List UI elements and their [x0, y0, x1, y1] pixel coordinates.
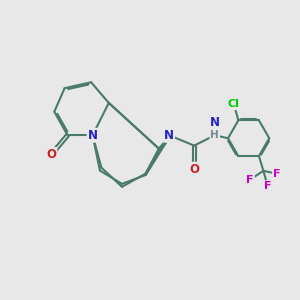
Text: F: F: [273, 169, 280, 179]
Text: O: O: [189, 163, 199, 176]
Text: N: N: [164, 129, 174, 142]
Text: N: N: [88, 129, 98, 142]
Text: O: O: [46, 148, 56, 161]
Text: Cl: Cl: [228, 99, 240, 109]
Text: F: F: [246, 175, 254, 184]
Text: H: H: [210, 130, 219, 140]
Text: F: F: [264, 181, 272, 191]
Text: N: N: [209, 116, 220, 129]
